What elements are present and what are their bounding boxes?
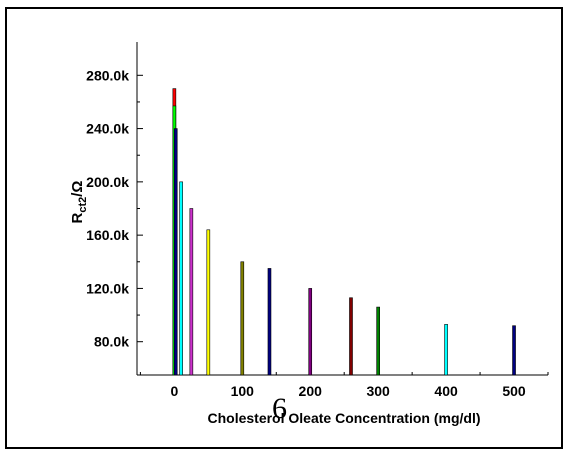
bar — [512, 325, 516, 376]
y-axis-label-tail: /Ω — [69, 181, 86, 197]
y-tick-label: 280.0k — [86, 67, 129, 83]
bars — [172, 88, 516, 376]
y-tick-labels: 80.0k 120.0k 160.0k 200.0k 240.0k 280.0k — [86, 67, 129, 349]
bar — [267, 268, 272, 376]
y-tick-label: 200.0k — [86, 174, 129, 190]
bar — [376, 306, 380, 376]
x-tick-label: 200 — [299, 383, 323, 399]
y-axis-label: Rct2/Ω — [69, 181, 89, 224]
x-axis-label: Cholesterol Oleate Concentration (mg/dl) — [207, 410, 480, 426]
y-tick-label: 80.0k — [94, 334, 129, 350]
y-tick-label: 120.0k — [86, 280, 129, 296]
x-tick-label: 500 — [502, 383, 526, 399]
bar — [308, 288, 313, 376]
y-tick-label: 240.0k — [86, 121, 129, 137]
bar — [173, 128, 178, 376]
axes — [136, 42, 549, 376]
bar — [179, 181, 183, 376]
y-tick-label: 160.0k — [86, 227, 129, 243]
bar — [240, 261, 245, 376]
overlay-digit: 6 — [272, 392, 287, 425]
bar — [444, 324, 448, 376]
x-tick-label: 0 — [170, 383, 178, 399]
x-tick-label: 400 — [434, 383, 458, 399]
y-axis-label-main: R — [69, 212, 86, 223]
bar — [189, 208, 194, 376]
x-tick-labels: 0 100 200 300 400 500 — [170, 383, 525, 399]
bar — [206, 229, 211, 376]
bar — [349, 297, 353, 376]
x-tick-label: 100 — [231, 383, 255, 399]
x-tick-label: 300 — [366, 383, 390, 399]
y-axis-label-subscript: ct2 — [77, 197, 89, 213]
